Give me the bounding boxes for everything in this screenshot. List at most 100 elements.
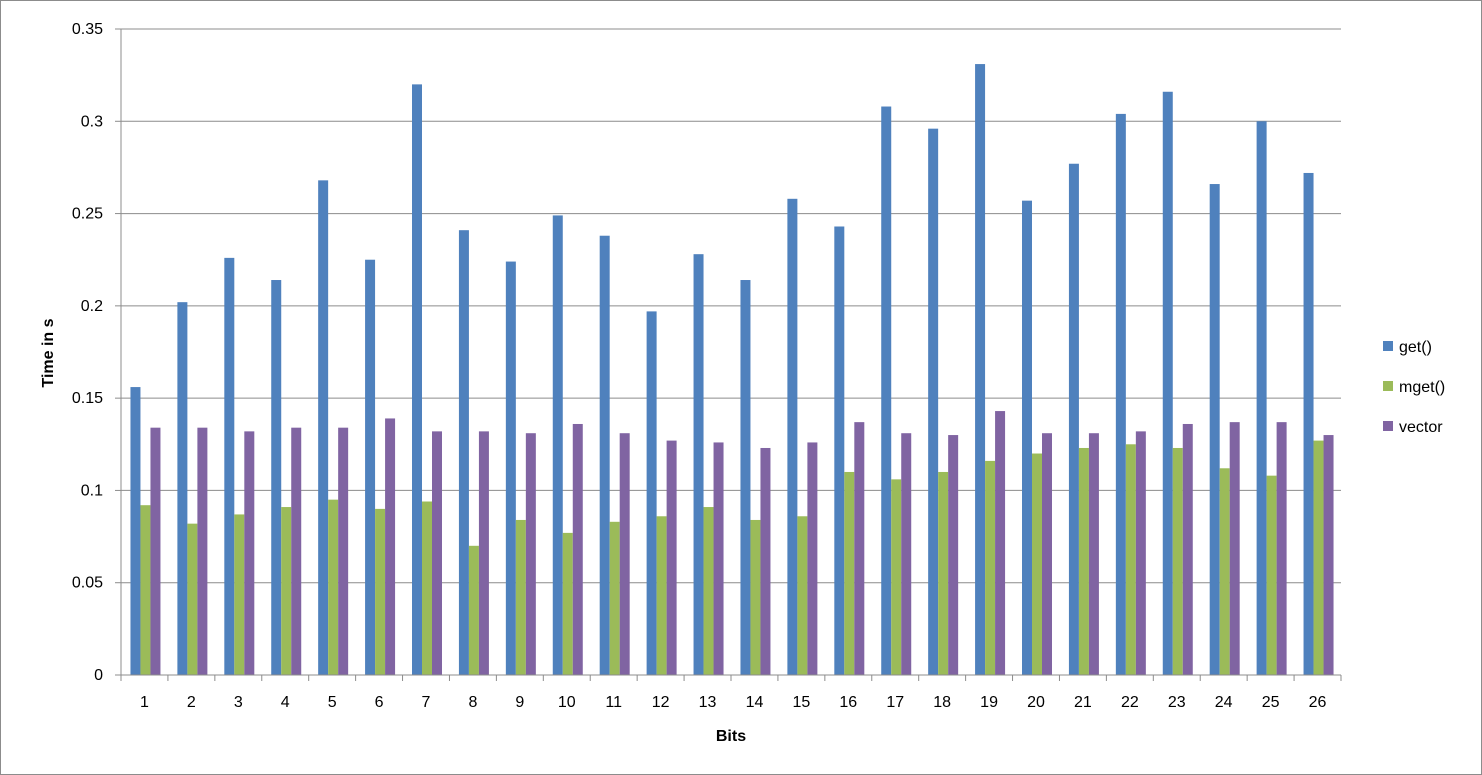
y-tick-label: 0.2 bbox=[81, 298, 103, 315]
bar-get-23 bbox=[1162, 91, 1173, 676]
bar-vector-24 bbox=[1229, 422, 1240, 675]
bar-get-11 bbox=[599, 235, 610, 675]
x-tick-label: 3 bbox=[234, 694, 243, 711]
bar-mget-10 bbox=[562, 532, 573, 675]
legend-swatch bbox=[1383, 421, 1393, 431]
bar-vector-20 bbox=[1042, 433, 1052, 675]
x-tick-label: 18 bbox=[933, 694, 951, 711]
legend: get() mget() vector bbox=[1383, 339, 1445, 436]
bar-mget-12 bbox=[656, 516, 667, 675]
bar-vector-25 bbox=[1276, 422, 1287, 675]
bar-vector-3 bbox=[244, 431, 255, 675]
bar-vector-11 bbox=[619, 433, 630, 675]
x-tick-label: 9 bbox=[515, 694, 524, 711]
bar-vector-4 bbox=[291, 427, 302, 675]
x-tick-label: 8 bbox=[468, 694, 477, 711]
x-tick-label: 7 bbox=[422, 694, 431, 711]
bar-vector-22 bbox=[1135, 431, 1146, 675]
bar-get-12 bbox=[646, 311, 657, 675]
x-tick-label: 15 bbox=[792, 694, 810, 711]
bar-mget-14 bbox=[750, 519, 761, 675]
bar-vector-13 bbox=[713, 442, 724, 675]
bar-get-3 bbox=[224, 257, 235, 675]
bar-mget-8 bbox=[468, 545, 479, 675]
bar-mget-6 bbox=[375, 508, 386, 675]
bar-get-24 bbox=[1209, 184, 1220, 676]
x-tick-label: 2 bbox=[187, 694, 196, 711]
bar-get-5 bbox=[318, 180, 329, 675]
bar-mget-15 bbox=[797, 516, 808, 675]
bar-mget-7 bbox=[422, 501, 432, 675]
bar-get-6 bbox=[365, 259, 376, 675]
bar-mget-17 bbox=[891, 479, 902, 675]
y-axis-title: Time in s bbox=[40, 318, 57, 387]
bar-get-2 bbox=[177, 302, 188, 675]
bar-mget-11 bbox=[609, 521, 620, 675]
x-tick-labels: 1 2 3 4 5 6 7 8 9 10 11 12 13 14 15 16 17 18 19 20 21 22 23 24 2… bbox=[140, 694, 1327, 711]
legend-swatch bbox=[1383, 381, 1393, 391]
x-tick-label: 1 bbox=[140, 694, 149, 711]
bar-vector-9 bbox=[525, 433, 536, 675]
y-tick-label: 0.3 bbox=[81, 113, 103, 130]
bar-get-16 bbox=[834, 226, 845, 675]
bar-vector-16 bbox=[854, 422, 865, 675]
x-tick-label: 25 bbox=[1262, 694, 1280, 711]
bar-get-9 bbox=[505, 261, 516, 675]
bar-get-18 bbox=[928, 128, 939, 675]
bar-mget-16 bbox=[844, 471, 855, 675]
bar-vector-18 bbox=[948, 435, 959, 675]
x-tick-label: 21 bbox=[1074, 694, 1092, 711]
bar-vector-6 bbox=[385, 418, 396, 675]
y-tick-label: 0.05 bbox=[72, 575, 103, 592]
bar-get-7 bbox=[412, 84, 422, 675]
bar-vector-26 bbox=[1323, 435, 1334, 675]
x-tick-label: 6 bbox=[375, 694, 384, 711]
x-tick-label: 23 bbox=[1168, 694, 1186, 711]
bar-get-26 bbox=[1303, 172, 1314, 676]
bar-mget-22 bbox=[1125, 444, 1136, 675]
bar-mget-5 bbox=[328, 499, 339, 675]
y-tick-label: 0.35 bbox=[72, 21, 103, 38]
bar-get-22 bbox=[1115, 113, 1126, 676]
bar-vector-5 bbox=[338, 427, 349, 675]
x-tick-label: 4 bbox=[281, 694, 290, 711]
bar-get-21 bbox=[1068, 163, 1079, 676]
bar-mget-4 bbox=[281, 507, 292, 675]
y-tick-label: 0.1 bbox=[81, 482, 103, 499]
bar-mget-21 bbox=[1078, 447, 1089, 675]
bar-vector-17 bbox=[901, 433, 912, 675]
bar-vector-8 bbox=[478, 431, 489, 675]
bar-get-25 bbox=[1256, 121, 1267, 676]
x-tick-label: 5 bbox=[328, 694, 337, 711]
bars bbox=[130, 64, 1334, 676]
y-tick-label: 0 bbox=[94, 667, 103, 684]
bar-get-13 bbox=[693, 254, 704, 676]
bar-get-4 bbox=[271, 280, 282, 675]
bar-get-20 bbox=[1022, 200, 1032, 675]
legend-label: vector bbox=[1399, 419, 1443, 436]
legend-swatch bbox=[1383, 341, 1393, 351]
bar-mget-13 bbox=[703, 507, 714, 675]
x-tick-label: 17 bbox=[886, 694, 904, 711]
bar-get-19 bbox=[975, 64, 986, 675]
bar-mget-3 bbox=[234, 514, 245, 675]
legend-label: get() bbox=[1399, 339, 1432, 356]
bar-mget-20 bbox=[1032, 453, 1042, 675]
x-tick-label: 20 bbox=[1027, 694, 1045, 711]
bar-vector-14 bbox=[760, 447, 771, 675]
bar-mget-23 bbox=[1172, 447, 1183, 675]
bar-vector-12 bbox=[666, 440, 677, 675]
x-tick-label: 11 bbox=[605, 694, 622, 711]
x-tick-label: 19 bbox=[980, 694, 998, 711]
bar-vector-19 bbox=[995, 411, 1006, 675]
bar-vector-1 bbox=[150, 427, 161, 675]
bar-vector-15 bbox=[807, 442, 818, 675]
x-tick-label: 26 bbox=[1309, 694, 1327, 711]
x-tick-label: 16 bbox=[839, 694, 857, 711]
bar-vector-2 bbox=[197, 427, 208, 675]
bar-vector-23 bbox=[1182, 423, 1193, 675]
bar-get-17 bbox=[881, 106, 892, 675]
bar-mget-9 bbox=[515, 519, 526, 675]
